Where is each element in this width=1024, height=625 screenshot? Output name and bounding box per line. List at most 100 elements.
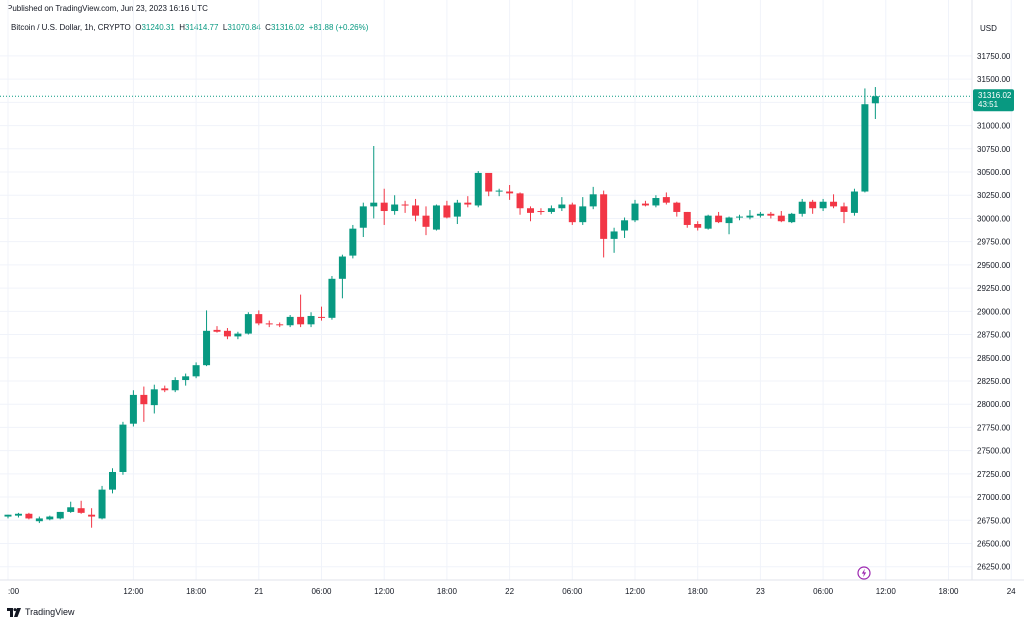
footer-brand[interactable]: TradingView — [7, 607, 75, 617]
price-tick-label: 30500.00 — [977, 168, 1011, 177]
candle-body — [506, 191, 514, 194]
candle — [516, 192, 524, 215]
high-value: 31414.77 — [185, 23, 219, 32]
candle — [318, 306, 325, 321]
candle-body — [265, 323, 273, 325]
candle — [537, 208, 545, 215]
candle-body — [432, 205, 440, 230]
candle — [307, 312, 315, 328]
candle — [736, 214, 743, 221]
candle — [474, 171, 482, 208]
low-label: L — [222, 23, 228, 32]
price-tick-label: 26750.00 — [977, 516, 1011, 525]
candle-body — [25, 513, 33, 519]
candle — [840, 202, 848, 224]
candle — [777, 211, 785, 223]
candle — [558, 197, 566, 212]
candle — [621, 217, 629, 238]
candle — [276, 322, 284, 328]
candle — [412, 198, 420, 222]
price-tick-label: 27000.00 — [977, 493, 1011, 502]
candle-body — [370, 202, 378, 207]
candle — [495, 188, 503, 197]
candle — [767, 211, 775, 219]
candle-body — [35, 518, 43, 522]
candle-body — [401, 204, 409, 206]
candle-body — [422, 215, 430, 227]
candle-body — [77, 508, 85, 513]
candle — [255, 310, 263, 326]
candle — [861, 88, 869, 193]
candle — [391, 195, 399, 215]
price-tick-label: 29500.00 — [977, 261, 1011, 270]
time-tick-label: 06:00 — [813, 587, 834, 596]
candle — [673, 201, 681, 217]
candle — [88, 508, 96, 528]
candle-body — [516, 193, 524, 209]
candle-body — [673, 202, 681, 212]
candle — [129, 390, 137, 427]
candle — [809, 199, 817, 214]
high-label: H — [179, 23, 186, 32]
candle-body — [798, 201, 806, 214]
price-axis[interactable]: 26250.00 26500.00 26750.00 27000.00 27250.00… — [977, 52, 1011, 572]
published-header: Published on TradingView.com, Jun 23, 20… — [7, 4, 208, 13]
candle — [67, 501, 75, 513]
candle — [4, 514, 12, 519]
candle-body — [129, 394, 137, 424]
candle-body — [88, 514, 96, 517]
time-tick-label: 06:00 — [562, 587, 583, 596]
candle — [77, 500, 85, 514]
candle-body — [871, 96, 879, 104]
candle-body — [683, 211, 691, 225]
candle-body — [349, 228, 357, 256]
candle — [485, 172, 493, 197]
candle — [25, 512, 33, 520]
candle — [641, 200, 649, 207]
candle-body — [297, 316, 305, 325]
candle-body — [736, 216, 743, 218]
candle-body — [485, 172, 493, 192]
candle-body — [391, 204, 399, 212]
brand-name: TradingView — [25, 607, 75, 617]
time-tick-label: 12:00 — [374, 587, 395, 596]
time-tick-label: 12:00 — [123, 587, 144, 596]
candle-body — [756, 213, 764, 216]
price-tick-label: 31000.00 — [977, 122, 1011, 131]
candle — [203, 310, 211, 367]
symbol-legend: Bitcoin / U.S. Dollar, 1h, CRYPTO O31240… — [11, 23, 368, 32]
candle — [506, 185, 514, 200]
candle — [788, 212, 796, 224]
candle — [150, 384, 158, 414]
candle — [370, 146, 378, 219]
candle — [338, 254, 346, 299]
candle-body — [46, 516, 54, 520]
candle-body — [223, 330, 231, 337]
candle — [589, 186, 597, 210]
candle — [547, 205, 555, 214]
candle — [579, 197, 587, 225]
candle — [328, 276, 336, 320]
price-tick-label: 31500.00 — [977, 75, 1011, 84]
candle-body — [495, 190, 503, 192]
low-value: 31070.84 — [227, 23, 261, 32]
time-tick-label: 18:00 — [186, 587, 207, 596]
time-axis[interactable]: :00 12:00 18:00 21 06:00 12:00 18:00 22 06:00 12:… — [8, 587, 1016, 596]
candle — [171, 377, 179, 393]
candle — [422, 206, 430, 236]
candle — [161, 385, 169, 393]
candle-body — [715, 215, 723, 223]
price-tick-label: 29250.00 — [977, 284, 1011, 293]
lightning-icon[interactable] — [857, 566, 871, 580]
candle-body — [809, 201, 817, 209]
candle — [715, 211, 723, 224]
price-tick-label: 28750.00 — [977, 331, 1011, 340]
candle — [380, 188, 388, 225]
candle-body — [861, 104, 869, 192]
candle — [610, 227, 618, 253]
candle-body — [140, 394, 148, 405]
candle-body — [777, 215, 785, 222]
candle-series — [4, 87, 879, 528]
price-tick-label: 27750.00 — [977, 423, 1011, 432]
